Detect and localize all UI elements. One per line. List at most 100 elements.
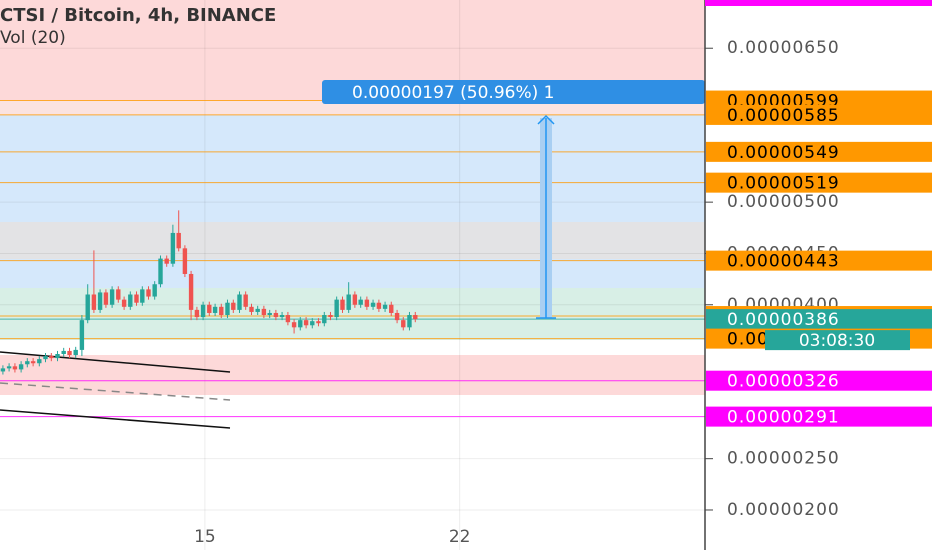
candle-body	[310, 321, 315, 326]
candle-body	[109, 289, 115, 305]
axis-marker	[705, 0, 932, 6]
candle-body	[134, 294, 139, 303]
price-tag-label: 0.00000519	[727, 174, 840, 194]
candle-body	[30, 361, 36, 364]
price-tag	[706, 370, 932, 391]
candle-body	[346, 294, 351, 310]
candle-body	[255, 308, 260, 312]
measure-label: 0.00000197 (50.96%) 1	[352, 83, 554, 103]
price-tag-label: 0.00000291	[727, 408, 840, 428]
price-tag	[706, 104, 932, 125]
y-tick-label: 0.00000650	[727, 38, 840, 58]
candle-body	[182, 248, 188, 274]
trend-line	[0, 351, 231, 373]
candle-body	[6, 366, 12, 369]
candle-body	[298, 320, 303, 328]
y-tick-label: 0.00000500	[727, 192, 840, 212]
y-tick-label: 0.00000250	[727, 449, 840, 469]
candle-body	[152, 284, 157, 297]
candle-body	[370, 302, 376, 307]
candle-body	[279, 315, 285, 318]
candle-body	[382, 304, 388, 309]
candles	[0, 210, 418, 375]
zone-gray	[0, 222, 705, 259]
candle-body	[49, 356, 54, 359]
candle-body	[55, 354, 60, 359]
measure-arrowhead	[537, 114, 555, 125]
candle-body	[194, 309, 200, 318]
candle-body	[316, 321, 321, 324]
price-tag-label: 0.00000443	[727, 252, 840, 272]
x-tick-label: 15	[194, 527, 216, 547]
candle-body	[121, 299, 127, 307]
price-tag-label: 0.00000386	[727, 310, 840, 330]
candle-body	[158, 258, 163, 285]
candle-body	[407, 315, 412, 328]
candle-body	[212, 306, 218, 313]
candle-body	[79, 320, 85, 350]
candle-body	[200, 304, 206, 318]
candle-body	[85, 294, 90, 321]
candle-body	[73, 349, 78, 356]
candle-body	[352, 294, 358, 305]
candle-body	[358, 299, 363, 305]
countdown-box	[765, 330, 910, 351]
candle-body	[389, 304, 394, 313]
price-tags: 0.000005990.000005850.000005490.00000519…	[706, 90, 932, 428]
zone-white	[0, 340, 705, 355]
candle-body	[18, 364, 24, 370]
candle-body	[0, 368, 6, 372]
trend-line	[0, 409, 231, 429]
candle-body	[116, 289, 121, 300]
trend-line	[0, 382, 231, 401]
price-tag-label: 0.00000585	[727, 106, 840, 126]
candle-body	[261, 308, 267, 316]
grid	[0, 0, 705, 550]
countdown: 03:08:30	[799, 331, 875, 351]
candle-body	[25, 361, 30, 365]
candle-body	[12, 366, 18, 370]
levels	[0, 100, 705, 418]
candle-body	[97, 292, 103, 310]
candle-body	[334, 299, 339, 318]
candle-body	[303, 320, 309, 326]
x-tick-label: 22	[449, 527, 471, 547]
candle-body	[376, 302, 382, 309]
candle-body	[91, 294, 97, 310]
candle-body	[207, 304, 212, 313]
price-tag	[706, 250, 932, 271]
candle-body	[267, 312, 272, 316]
zone-blue	[0, 115, 705, 315]
candle-body	[249, 306, 254, 312]
candle-body	[37, 359, 42, 364]
candle-body	[67, 350, 72, 356]
chart-title: CTSI / Bitcoin, 4h, BINANCE	[0, 5, 276, 26]
candle-body	[394, 312, 400, 321]
chart-subtitle: Vol (20)	[0, 28, 66, 48]
candle-body	[225, 302, 230, 316]
candle-body	[164, 258, 169, 264]
candle-body	[413, 315, 418, 320]
candle-body	[231, 302, 236, 310]
candle-body	[273, 312, 279, 318]
candle-body	[61, 350, 66, 355]
candle-body	[103, 292, 109, 305]
candle-body	[188, 273, 194, 310]
price-tag	[706, 406, 932, 427]
price-tag-label: 0.00000549	[727, 143, 840, 163]
candle-body	[340, 299, 345, 310]
candle-body	[285, 315, 291, 323]
candle-body	[237, 294, 242, 310]
candle-body	[128, 294, 133, 307]
candle-body	[401, 320, 406, 328]
candle-body	[140, 289, 145, 303]
candle-body	[364, 299, 370, 307]
candle-body	[176, 232, 181, 249]
candle-body	[146, 289, 151, 297]
candle-body	[170, 232, 176, 264]
candle-body	[219, 306, 224, 316]
candle-body	[243, 294, 248, 307]
candle-body	[43, 356, 48, 360]
y-tick-label: 0.00000200	[727, 500, 840, 520]
